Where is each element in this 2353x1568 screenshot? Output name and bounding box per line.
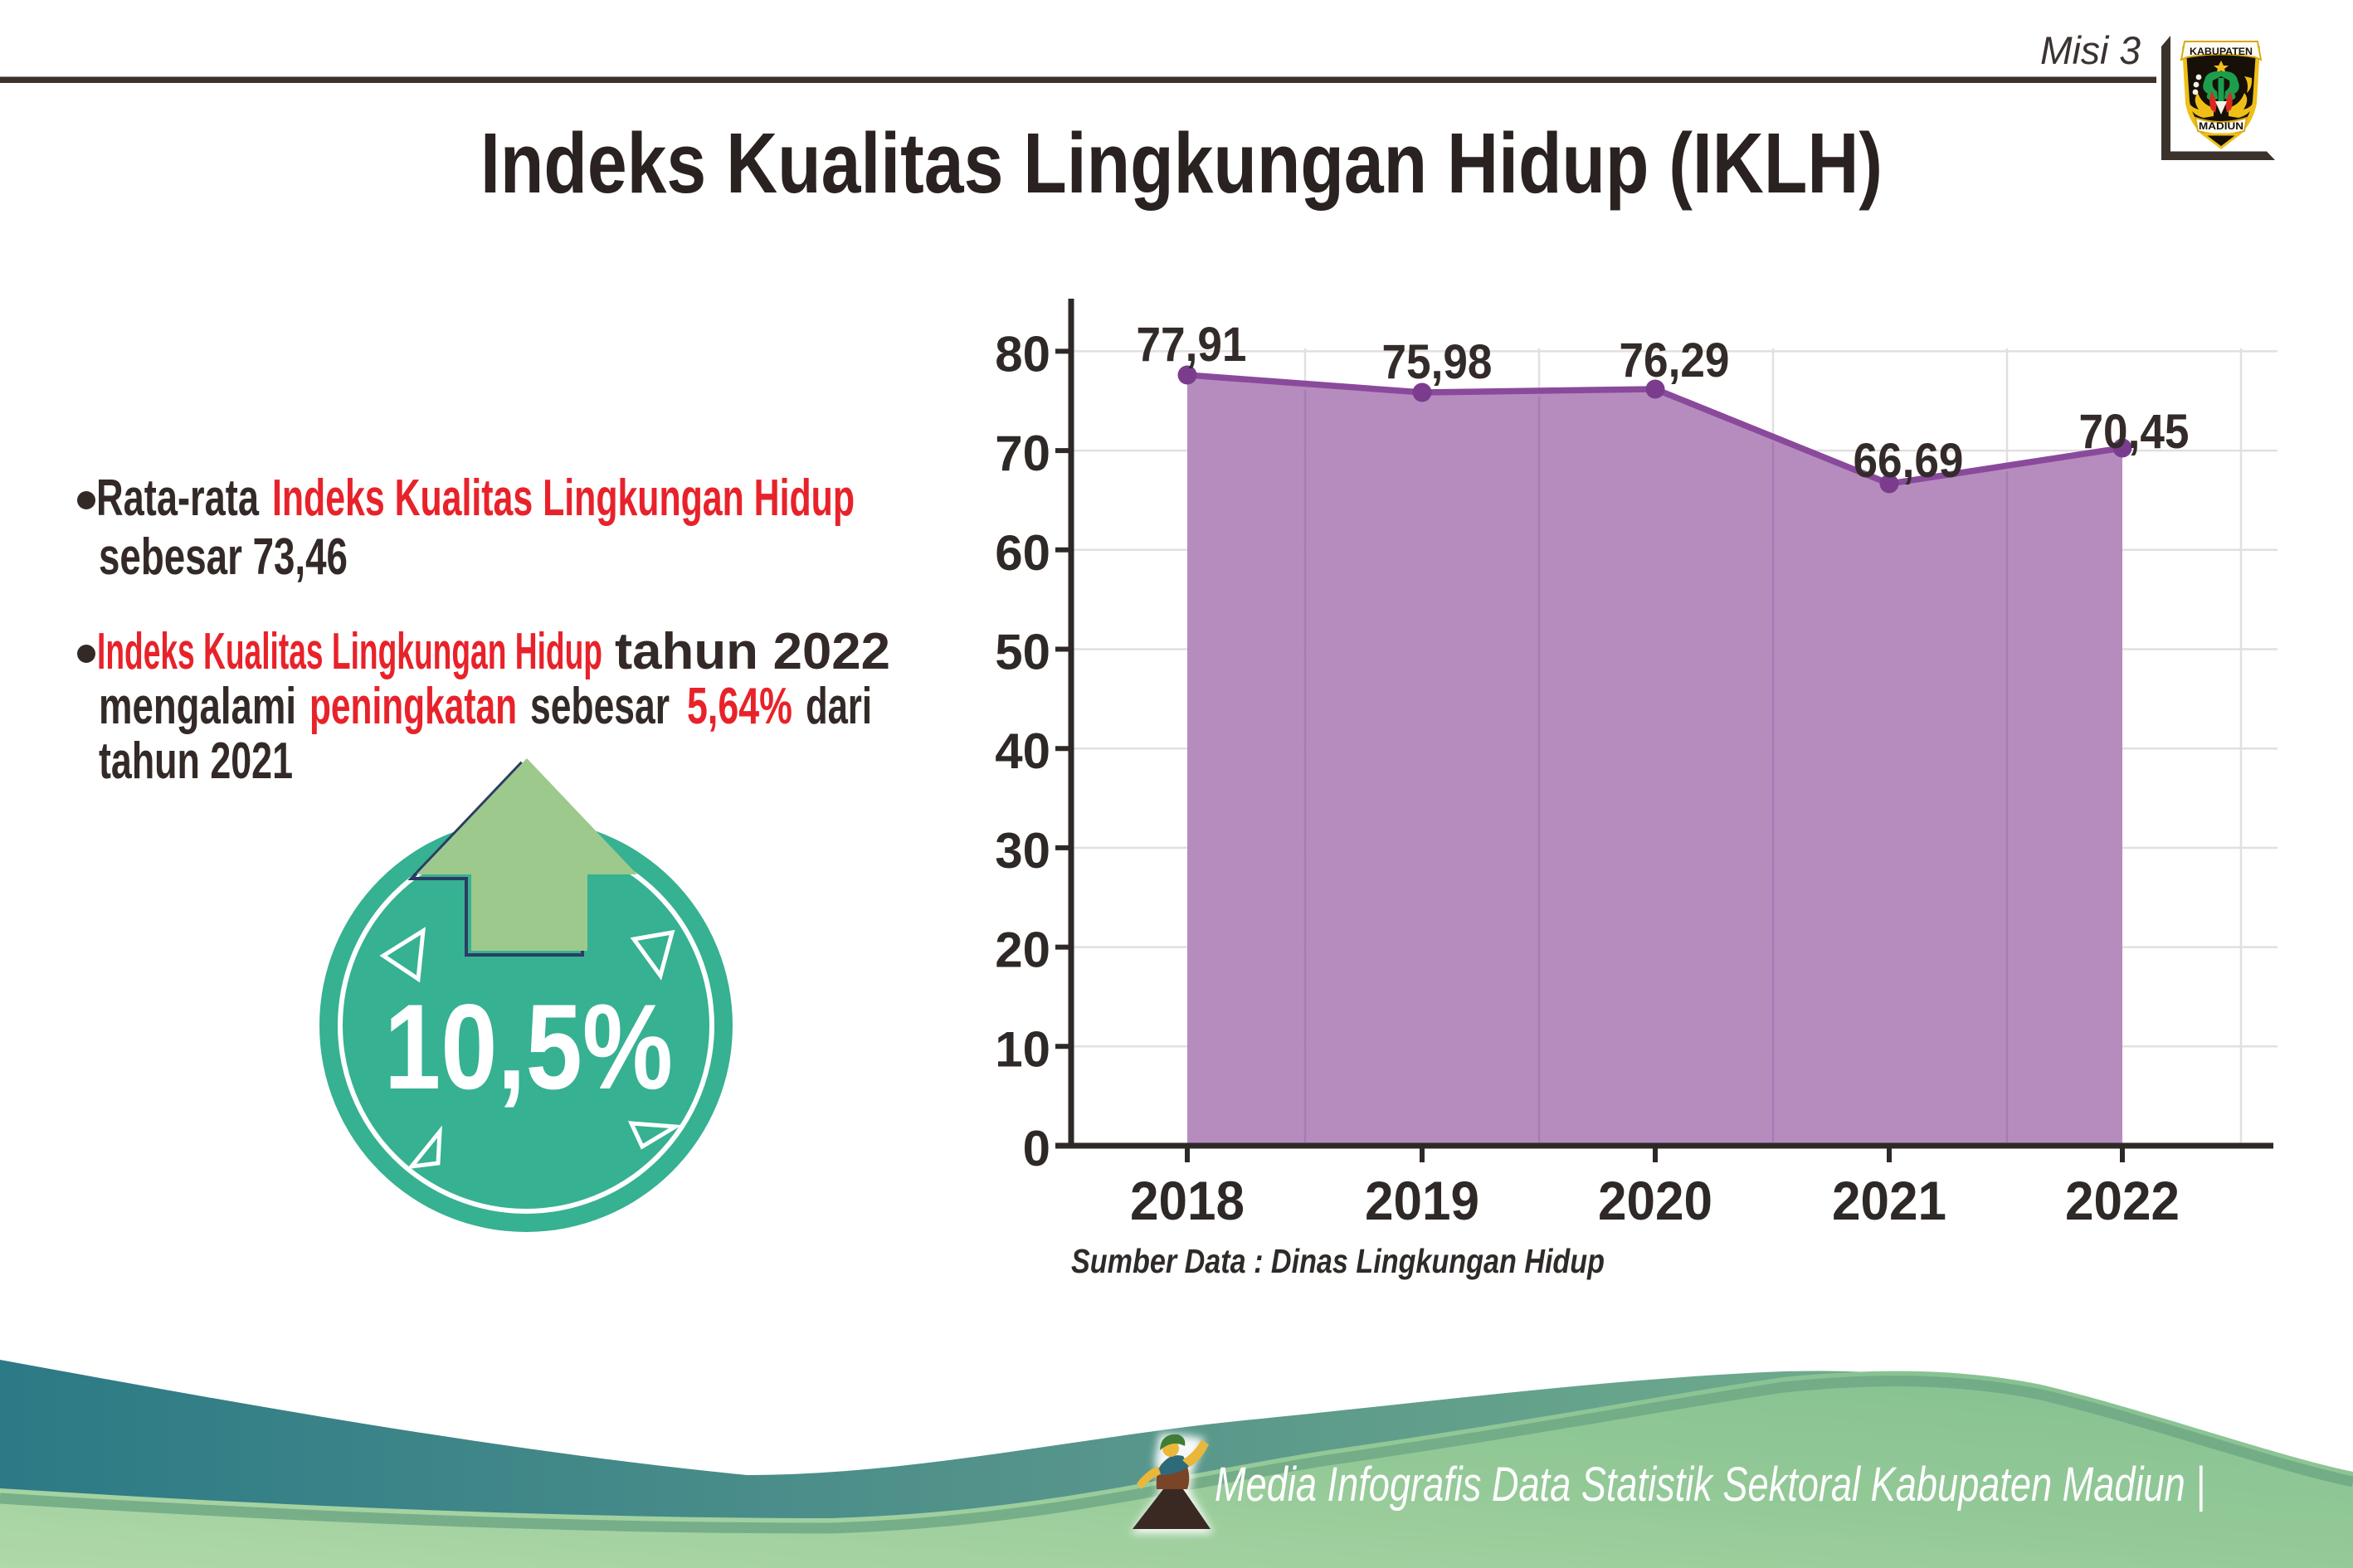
svg-text:70: 70 [995,426,1050,481]
svg-text:dari: dari [806,678,872,735]
svg-text:60: 60 [995,525,1050,581]
svg-text:66,69: 66,69 [1854,434,1964,488]
svg-text:76,29: 76,29 [1620,334,1730,387]
svg-text:0: 0 [1023,1121,1050,1176]
svg-text:50: 50 [995,625,1050,680]
svg-text:MADIUN: MADIUN [2199,120,2243,132]
svg-text:Indeks Kualitas Lingkungan Hid: Indeks Kualitas Lingkungan Hidup [272,470,855,527]
svg-text:75,98: 75,98 [1382,335,1493,389]
svg-text:70,45: 70,45 [2079,405,2190,459]
svg-text:KABUPATEN: KABUPATEN [2190,46,2253,57]
svg-text:40: 40 [995,723,1050,779]
svg-text:Media Infografis Data Statisti: Media Infografis Data Statistik Sektoral… [1215,1458,2205,1512]
svg-text:2020: 2020 [1598,1170,1712,1231]
svg-text:sebesar: sebesar [530,678,670,735]
svg-text:5,64%: 5,64% [687,678,792,735]
svg-text:2018: 2018 [1130,1170,1245,1231]
svg-text:77,91: 77,91 [1137,318,1247,372]
svg-text:2019: 2019 [1365,1170,1479,1231]
svg-text:Indeks Kualitas Lingkungan Hid: Indeks Kualitas Lingkungan Hidup (IKLH) [480,115,1883,211]
svg-text:mengalami: mengalami [99,678,296,735]
svg-text:sebesar 73,46: sebesar 73,46 [99,528,348,586]
svg-text:10: 10 [995,1021,1050,1077]
svg-text:peningkatan: peningkatan [309,678,517,735]
svg-text:Misi 3: Misi 3 [2040,28,2141,72]
svg-text:2022: 2022 [2065,1170,2180,1231]
svg-text:Rata-rata: Rata-rata [96,470,259,527]
svg-text:tahun 2021: tahun 2021 [99,733,293,790]
svg-text:Indeks Kualitas Lingkungan Hid: Indeks Kualitas Lingkungan Hidup [97,623,602,680]
svg-text:2021: 2021 [1832,1170,1946,1231]
svg-text:tahun 2022: tahun 2022 [615,623,890,680]
svg-text:30: 30 [995,823,1050,879]
svg-text:20: 20 [995,923,1050,978]
svg-text:80: 80 [995,326,1050,382]
svg-text:Sumber Data : Dinas Lingkungan: Sumber Data : Dinas Lingkungan Hidup [1071,1242,1605,1280]
svg-text:10,5%: 10,5% [384,979,673,1114]
